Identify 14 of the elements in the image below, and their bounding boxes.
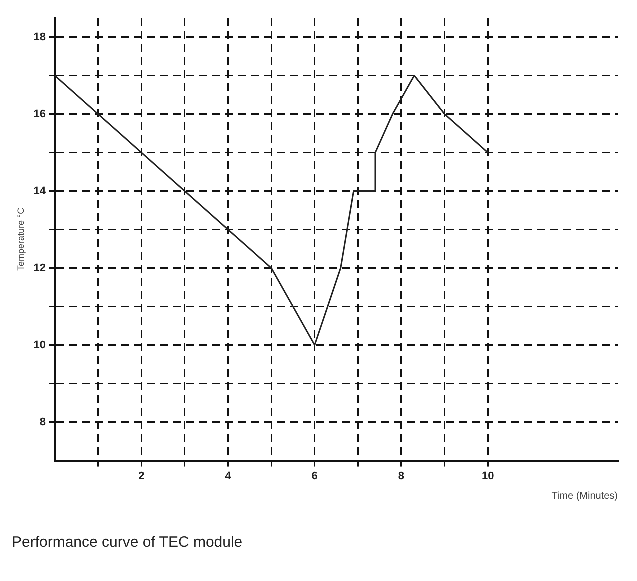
y-tick-label: 10 — [34, 339, 46, 352]
x-tick-label: 4 — [225, 470, 232, 482]
x-axis-title: Time (Minutes) — [552, 490, 618, 502]
y-tick-label: 8 — [40, 416, 46, 428]
y-axis-title: Temperature °C — [16, 207, 26, 271]
x-tick-label: 10 — [482, 470, 494, 482]
y-tick-label: 12 — [34, 262, 46, 274]
text: Performance curve of TEC module — [12, 534, 243, 552]
y-tick-label: 16 — [34, 108, 46, 120]
y-tick-label: 18 — [34, 31, 46, 44]
x-tick-label: 6 — [312, 470, 318, 482]
y-tick-label: 14 — [34, 185, 47, 198]
x-tick-label: 8 — [398, 470, 405, 482]
x-tick-label: 2 — [138, 470, 145, 482]
